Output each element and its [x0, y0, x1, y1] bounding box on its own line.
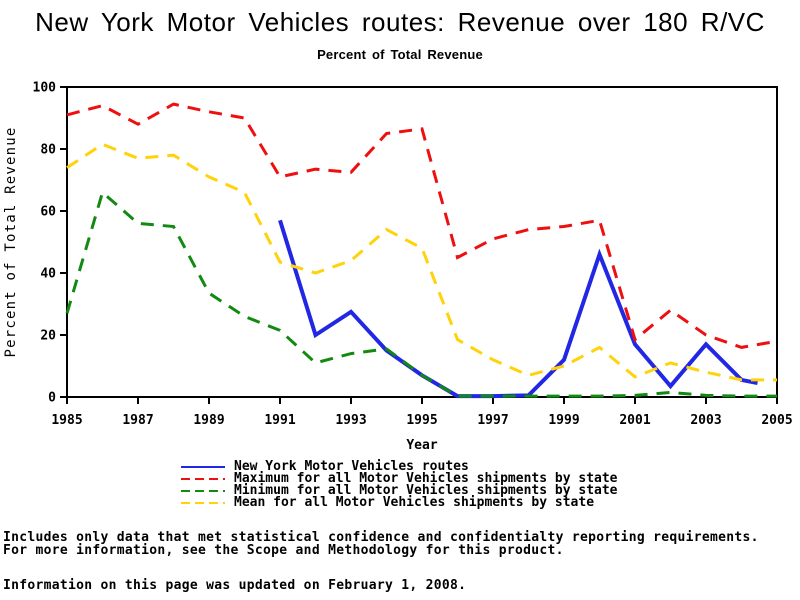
legend-item-1: Maximum for all Motor Vehicles shipments…: [180, 471, 618, 486]
footnote: Includes only data that met statistical …: [3, 530, 759, 558]
updated-note: Information on this page was updated on …: [3, 578, 467, 593]
y-tick-label: 80: [40, 143, 56, 158]
x-tick-label: 1991: [264, 413, 295, 428]
legend-label: Mean for all Motor Vehicles shipments by…: [234, 495, 595, 510]
x-tick-label: 2001: [619, 413, 650, 428]
x-tick-label: 1999: [548, 413, 579, 428]
legend-swatch: [181, 502, 225, 504]
x-tick-label: 1995: [406, 413, 437, 428]
legend-label: Maximum for all Motor Vehicles shipments…: [234, 471, 618, 486]
y-tick-label: 20: [40, 329, 56, 344]
footnote-line-2: For more information, see the Scope and …: [3, 542, 564, 558]
plot-area: 0 20 40 60 80 100 1985 1987 1989 1991 1993 1995 1997…: [3, 81, 793, 454]
series-line-3: [66, 142, 777, 382]
chart-legend: New York Motor Vehicles routes Maximum fo…: [180, 459, 618, 510]
y-tick-label: 40: [40, 267, 56, 282]
x-tick-label: 1989: [193, 413, 224, 428]
y-tick-label: 0: [48, 391, 56, 406]
legend-item-3: Mean for all Motor Vehicles shipments by…: [180, 495, 618, 510]
legend-swatch: [181, 478, 225, 480]
x-tick-label: 1997: [477, 413, 508, 428]
x-tick-label: 1993: [335, 413, 366, 428]
x-tick-label: 2005: [761, 413, 792, 428]
x-tick-label: 1987: [122, 413, 153, 428]
x-axis-title: Year: [406, 438, 437, 453]
legend-label: New York Motor Vehicles routes: [234, 459, 469, 474]
series-line-1: [66, 102, 778, 349]
legend-swatch: [181, 466, 225, 468]
footnote-line-1: Includes only data that met statistical …: [3, 530, 759, 545]
x-tick-label: 1985: [51, 413, 82, 428]
y-tick-label: 100: [33, 81, 57, 96]
y-axis-title: Percent of Total Revenue: [3, 126, 19, 357]
series-line-2: [65, 189, 777, 398]
x-tick-label: 2003: [690, 413, 721, 428]
y-tick-label: 60: [40, 205, 56, 220]
chart-subtitle: Percent of Total Revenue: [317, 47, 483, 62]
legend-item-0: New York Motor Vehicles routes: [180, 459, 618, 474]
legend-label: Minimum for all Motor Vehicles shipments…: [234, 483, 618, 498]
legend-item-2: Minimum for all Motor Vehicles shipments…: [180, 483, 618, 498]
chart-title: New York Motor Vehicles routes: Revenue …: [35, 7, 765, 37]
legend-swatch: [181, 490, 225, 492]
